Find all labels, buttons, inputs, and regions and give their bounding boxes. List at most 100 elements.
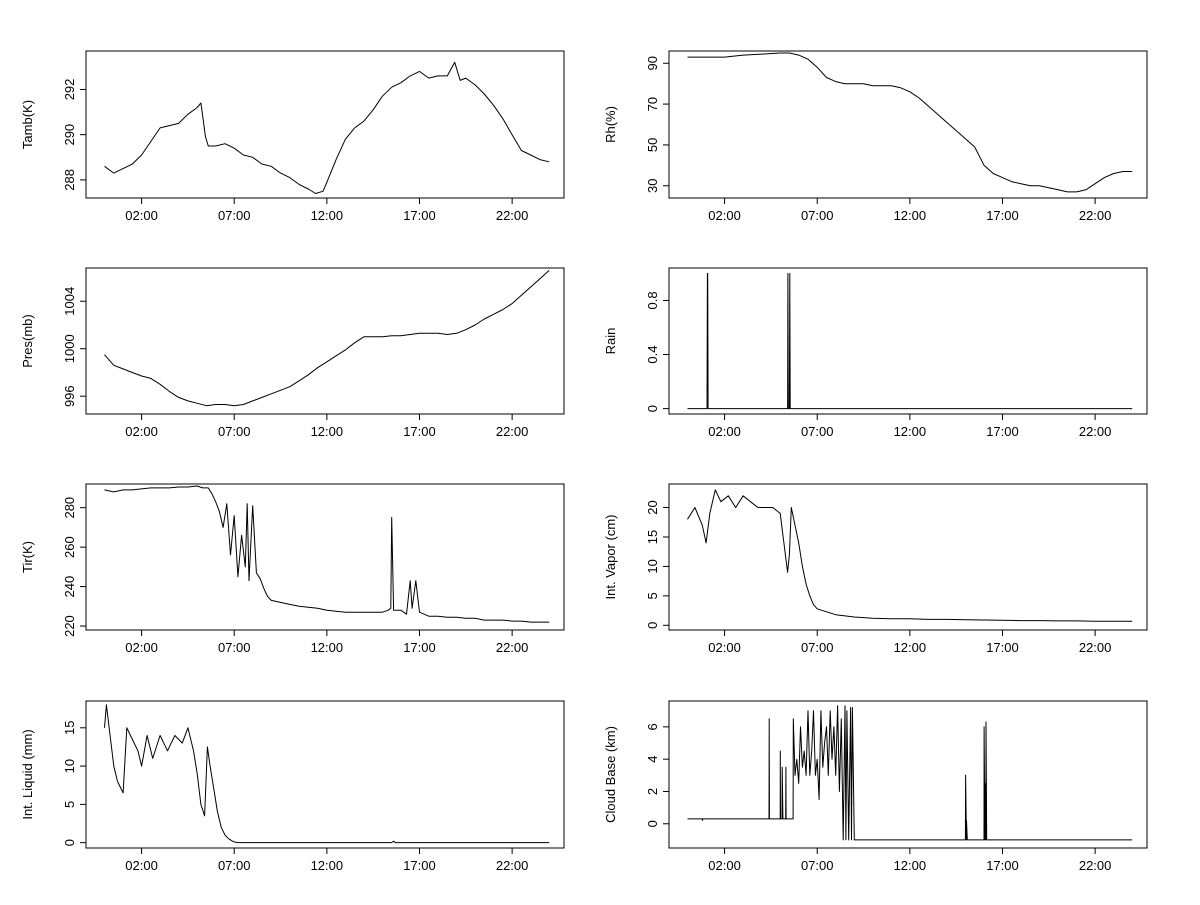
panel-rain: 02:00 07:00 12:00 17:00 22:00 0 0.4 0.8 Rain bbox=[603, 267, 1148, 439]
y-tick-label: 240 bbox=[62, 576, 77, 598]
y-tick-label: 30 bbox=[645, 179, 660, 193]
x-tick-label: 17:00 bbox=[403, 640, 436, 655]
x-tick-label: 07:00 bbox=[218, 858, 251, 873]
y-tick-label: 0.8 bbox=[645, 291, 660, 309]
y-axis-label: Tir(K) bbox=[20, 541, 35, 573]
y-tick-label: 220 bbox=[62, 615, 77, 637]
y-axis-label: Int. Liquid (mm) bbox=[20, 729, 35, 819]
x-tick-label: 02:00 bbox=[708, 640, 741, 655]
y-tick-label: 10 bbox=[62, 759, 77, 773]
y-tick-label: 2 bbox=[645, 788, 660, 795]
x-tick-label: 22:00 bbox=[1079, 424, 1112, 439]
series-line-tamb-k bbox=[104, 61, 550, 194]
plot-frame bbox=[85, 267, 565, 415]
x-tick-label: 12:00 bbox=[894, 208, 927, 223]
series-line-tir-k bbox=[104, 485, 550, 623]
x-tick-label: 12:00 bbox=[311, 424, 344, 439]
plot-frame bbox=[85, 700, 565, 849]
y-tick-label: 292 bbox=[62, 79, 77, 101]
x-tick-label: 07:00 bbox=[218, 208, 251, 223]
x-tick-label: 02:00 bbox=[708, 424, 741, 439]
y-axis-label: Tamb(K) bbox=[20, 100, 35, 149]
x-tick-label: 07:00 bbox=[801, 424, 834, 439]
series-line-cloud-base-km bbox=[687, 705, 1133, 841]
y-tick-label: 5 bbox=[62, 801, 77, 808]
panel-int-vapor-cm: 02:00 07:00 12:00 17:00 22:00 0 5 10 15 20 Int. Va… bbox=[603, 483, 1148, 655]
y-tick-label: 260 bbox=[62, 536, 77, 558]
x-tick-label: 22:00 bbox=[496, 208, 529, 223]
x-tick-label: 02:00 bbox=[125, 424, 158, 439]
x-tick-label: 12:00 bbox=[311, 640, 344, 655]
x-tick-label: 17:00 bbox=[986, 858, 1019, 873]
plot-frame bbox=[668, 50, 1148, 199]
y-axis-label: Int. Vapor (cm) bbox=[603, 514, 618, 599]
y-tick-label: 290 bbox=[62, 124, 77, 146]
x-tick-label: 17:00 bbox=[986, 640, 1019, 655]
x-tick-label: 22:00 bbox=[1079, 858, 1112, 873]
y-tick-label: 50 bbox=[645, 138, 660, 152]
panel-rh: 02:00 07:00 12:00 17:00 22:00 30 50 70 90 Rh(%) bbox=[603, 50, 1148, 223]
x-tick-label: 02:00 bbox=[125, 208, 158, 223]
x-tick-label: 22:00 bbox=[496, 858, 529, 873]
y-tick-label: 15 bbox=[645, 530, 660, 544]
x-tick-label: 17:00 bbox=[403, 208, 436, 223]
x-tick-label: 17:00 bbox=[403, 424, 436, 439]
y-tick-label: 4 bbox=[645, 756, 660, 763]
y-tick-label: 996 bbox=[62, 385, 77, 407]
y-tick-label: 90 bbox=[645, 56, 660, 70]
x-tick-label: 07:00 bbox=[801, 640, 834, 655]
x-tick-label: 12:00 bbox=[311, 208, 344, 223]
series-line-pres-mb bbox=[104, 270, 550, 407]
y-tick-label: 5 bbox=[645, 592, 660, 599]
x-tick-label: 02:00 bbox=[708, 858, 741, 873]
x-tick-label: 12:00 bbox=[894, 640, 927, 655]
plot-frame bbox=[85, 50, 565, 199]
panel-tamb-k: 02:00 07:00 12:00 17:00 22:00 288 290 292 Tamb(K… bbox=[20, 50, 565, 223]
y-tick-label: 0 bbox=[645, 622, 660, 629]
y-axis-label: Rain bbox=[603, 328, 618, 355]
plot-frame bbox=[668, 267, 1148, 415]
series-line-rh bbox=[687, 52, 1133, 193]
y-tick-label: 1000 bbox=[62, 334, 77, 363]
y-tick-label: 0 bbox=[645, 405, 660, 412]
x-tick-label: 22:00 bbox=[496, 640, 529, 655]
plot-frame bbox=[85, 483, 565, 631]
y-axis-label: Pres(mb) bbox=[20, 314, 35, 367]
panel-tir-k: 02:00 07:00 12:00 17:00 22:00 220 240 260 280 Tir… bbox=[20, 483, 565, 655]
plot-frame bbox=[668, 483, 1148, 631]
x-tick-label: 07:00 bbox=[218, 424, 251, 439]
x-tick-label: 17:00 bbox=[986, 208, 1019, 223]
x-tick-label: 22:00 bbox=[496, 424, 529, 439]
y-tick-label: 288 bbox=[62, 169, 77, 191]
y-tick-label: 70 bbox=[645, 97, 660, 111]
x-tick-label: 17:00 bbox=[986, 424, 1019, 439]
series-line-int-vapor-cm bbox=[687, 489, 1133, 622]
y-tick-label: 20 bbox=[645, 500, 660, 514]
y-tick-label: 15 bbox=[62, 721, 77, 735]
x-tick-label: 22:00 bbox=[1079, 640, 1112, 655]
y-tick-label: 0 bbox=[62, 839, 77, 846]
x-tick-label: 12:00 bbox=[894, 858, 927, 873]
x-tick-label: 12:00 bbox=[311, 858, 344, 873]
x-tick-label: 02:00 bbox=[125, 640, 158, 655]
y-tick-label: 0.4 bbox=[645, 345, 660, 363]
y-tick-label: 1004 bbox=[62, 287, 77, 316]
y-tick-label: 0 bbox=[645, 820, 660, 827]
y-tick-label: 280 bbox=[62, 497, 77, 519]
y-tick-label: 6 bbox=[645, 723, 660, 730]
x-tick-label: 12:00 bbox=[894, 424, 927, 439]
x-tick-label: 07:00 bbox=[218, 640, 251, 655]
x-tick-label: 07:00 bbox=[801, 208, 834, 223]
plot-frame bbox=[668, 700, 1148, 849]
x-tick-label: 22:00 bbox=[1079, 208, 1112, 223]
panel-pres-mb: 02:00 07:00 12:00 17:00 22:00 996 1000 1004 Pres… bbox=[20, 267, 565, 439]
series-line-int-liquid-mm bbox=[104, 704, 550, 844]
panel-cloud-base-km: 02:00 07:00 12:00 17:00 22:00 0 2 4 6 Cloud Base … bbox=[603, 700, 1148, 873]
y-axis-label: Cloud Base (km) bbox=[603, 726, 618, 823]
y-axis-label: Rh(%) bbox=[603, 106, 618, 143]
x-tick-label: 17:00 bbox=[403, 858, 436, 873]
panel-int-liquid-mm: 02:00 07:00 12:00 17:00 22:00 0 5 10 15 Int. Liqu… bbox=[20, 700, 565, 873]
x-tick-label: 02:00 bbox=[708, 208, 741, 223]
